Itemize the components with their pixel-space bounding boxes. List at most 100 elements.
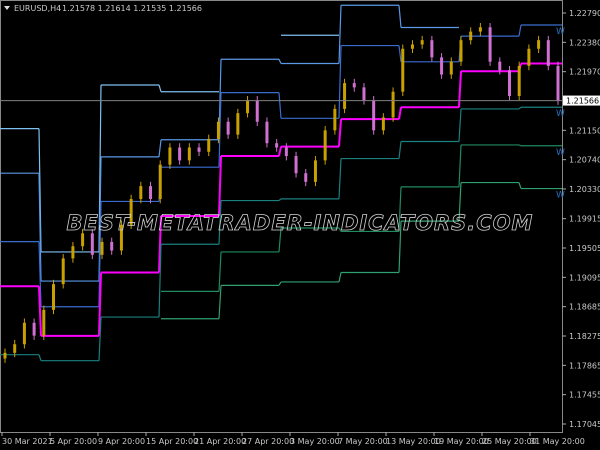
- candle-body: [537, 40, 541, 49]
- y-tick-label: 1.22380: [569, 38, 600, 47]
- candle-body: [478, 27, 482, 32]
- level-step: [398, 141, 402, 159]
- candle-body: [129, 199, 133, 225]
- level-step: [398, 186, 402, 232]
- candle-body: [246, 100, 250, 114]
- level-step: [38, 173, 42, 282]
- level-label: W: [556, 191, 565, 201]
- level-step: [338, 119, 342, 147]
- candle-body: [110, 241, 114, 251]
- candle-body: [469, 31, 473, 41]
- level-step: [278, 58, 282, 64]
- candle-body: [556, 65, 560, 101]
- y-tick-label: 1.19505: [569, 244, 600, 253]
- candle-body: [158, 164, 162, 200]
- candle-body: [52, 284, 56, 310]
- level-step: [218, 200, 222, 245]
- candle-body: [420, 40, 424, 45]
- level-step: [218, 92, 222, 168]
- level-s1: [0, 106, 562, 362]
- level-step: [518, 144, 522, 147]
- price-axis[interactable]: 1.22790 1.22380 1.21970 1.21150 1.20740 1.203…: [562, 9, 600, 429]
- x-tick-label: 13 May 20:00: [386, 437, 441, 446]
- candle-body: [81, 233, 85, 247]
- candle-body: [352, 83, 356, 88]
- candle-body: [100, 241, 104, 255]
- level-step: [158, 215, 162, 273]
- y-tick-label: 1.18685: [569, 303, 600, 312]
- level-step: [218, 251, 222, 292]
- y-tick-label: 1.20740: [569, 156, 600, 165]
- y-tick-label: 1.18275: [569, 332, 600, 341]
- candle-body: [255, 100, 259, 122]
- level-step: [398, 45, 402, 62]
- y-tick-label: 1.19915: [569, 215, 600, 224]
- candle-body: [323, 130, 327, 161]
- level-step: [458, 182, 462, 222]
- candle-body: [313, 160, 317, 182]
- level-step: [98, 317, 102, 361]
- candle-body: [119, 224, 123, 251]
- candle-body: [187, 147, 191, 161]
- level-label: W: [556, 148, 565, 158]
- y-tick-label: 1.21970: [569, 68, 600, 77]
- candle-body: [265, 121, 269, 144]
- candle-body: [333, 108, 337, 131]
- current-price-label: 1.21566: [566, 97, 599, 106]
- level-step: [38, 286, 42, 336]
- x-tick-label: 19 May 20:00: [434, 437, 489, 446]
- x-tick-label: 15 Apr 20:00: [146, 437, 198, 446]
- candle-body: [410, 44, 414, 49]
- x-tick-label: 5 Apr 20:00: [50, 437, 97, 446]
- candle-body: [178, 147, 182, 161]
- candle-body: [391, 91, 395, 118]
- candle-body: [139, 186, 143, 200]
- x-tick-label: 7 May 20:00: [338, 437, 388, 446]
- watermark-logo: BEST-METATRADER-INDICATORS.COM: [67, 211, 534, 235]
- candle-body: [168, 147, 172, 165]
- candle-body: [517, 65, 521, 96]
- candle-body: [22, 322, 26, 345]
- x-tick-label: 9 Apr 20:00: [98, 437, 145, 446]
- y-tick-label: 1.17865: [569, 361, 600, 370]
- ohlc-readout: 1.21578 1.21614 1.21535 1.21566: [62, 4, 202, 13]
- candle-body: [343, 83, 347, 109]
- x-tick-label: 31 May 20:00: [530, 437, 585, 446]
- candle-body: [304, 173, 308, 182]
- candle-body: [216, 121, 220, 139]
- candle-body: [61, 258, 65, 285]
- level-step: [158, 139, 162, 157]
- level-step: [398, 107, 402, 120]
- candle-body: [90, 233, 94, 255]
- level-step: [278, 227, 282, 252]
- candle-body: [236, 113, 240, 135]
- candle-body: [381, 117, 385, 131]
- level-step: [218, 285, 222, 319]
- candle-body: [149, 186, 153, 200]
- candle-body: [449, 61, 453, 75]
- candle-body: [3, 352, 7, 359]
- candle-body: [226, 121, 230, 135]
- candle-body: [430, 40, 434, 58]
- candles: [3, 23, 560, 363]
- level-step: [398, 5, 402, 28]
- x-tick-label: 30 Mar 2021: [2, 437, 53, 446]
- level-step: [38, 354, 42, 361]
- candle-body: [32, 322, 36, 336]
- x-tick-label: 21 Apr 20:00: [194, 437, 246, 446]
- candle-body: [401, 48, 405, 92]
- candle-body: [459, 40, 463, 62]
- level-step: [518, 182, 522, 189]
- level-s2: [161, 144, 562, 292]
- candle-body: [294, 156, 298, 174]
- level-step: [338, 158, 342, 199]
- candle-body: [527, 48, 531, 66]
- level-step: [338, 227, 342, 232]
- y-tick-label: 1.17045: [569, 420, 600, 429]
- dropdown-triangle-icon[interactable]: [4, 6, 10, 10]
- candle-body: [13, 344, 17, 353]
- level-step: [98, 201, 102, 307]
